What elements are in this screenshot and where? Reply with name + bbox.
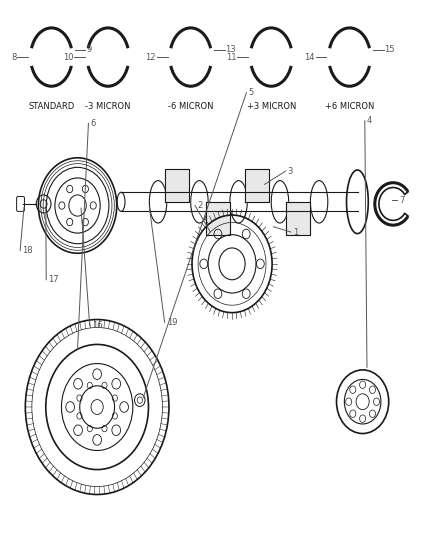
Text: +3 MICRON: +3 MICRON [247, 102, 296, 111]
Text: 12: 12 [145, 53, 156, 62]
Text: 17: 17 [48, 275, 59, 284]
Text: 9: 9 [86, 45, 92, 54]
Text: 16: 16 [92, 321, 102, 330]
Polygon shape [165, 168, 188, 202]
Text: 7: 7 [399, 196, 405, 205]
Text: 19: 19 [167, 318, 177, 327]
Text: 18: 18 [22, 246, 33, 255]
Text: 1: 1 [293, 228, 298, 237]
Text: 10: 10 [63, 53, 73, 62]
Text: +6 MICRON: +6 MICRON [325, 102, 374, 111]
Polygon shape [206, 202, 230, 235]
Text: 13: 13 [226, 45, 236, 54]
Text: 15: 15 [385, 45, 395, 54]
Text: 14: 14 [304, 53, 315, 62]
Text: 3: 3 [288, 166, 293, 175]
Text: 5: 5 [249, 88, 254, 97]
Polygon shape [245, 168, 269, 202]
Text: STANDARD: STANDARD [28, 102, 74, 111]
Text: -3 MICRON: -3 MICRON [85, 102, 131, 111]
Text: -6 MICRON: -6 MICRON [168, 102, 213, 111]
Text: 11: 11 [226, 53, 237, 62]
Text: 4: 4 [367, 116, 372, 125]
Polygon shape [286, 202, 311, 235]
Text: 6: 6 [91, 119, 96, 128]
Text: 2: 2 [197, 201, 202, 210]
Text: 8: 8 [11, 53, 17, 62]
